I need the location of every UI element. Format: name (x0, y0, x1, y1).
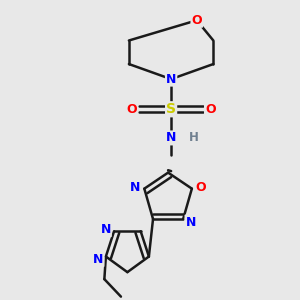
Text: H: H (189, 131, 199, 144)
Text: N: N (130, 181, 140, 194)
Text: S: S (166, 102, 176, 116)
Text: N: N (93, 253, 104, 266)
Text: N: N (166, 131, 176, 144)
Text: O: O (205, 103, 216, 116)
Text: N: N (166, 73, 176, 85)
Text: O: O (196, 181, 206, 194)
Text: N: N (185, 215, 196, 229)
Text: O: O (127, 103, 137, 116)
Text: N: N (100, 223, 111, 236)
Text: O: O (191, 14, 202, 27)
